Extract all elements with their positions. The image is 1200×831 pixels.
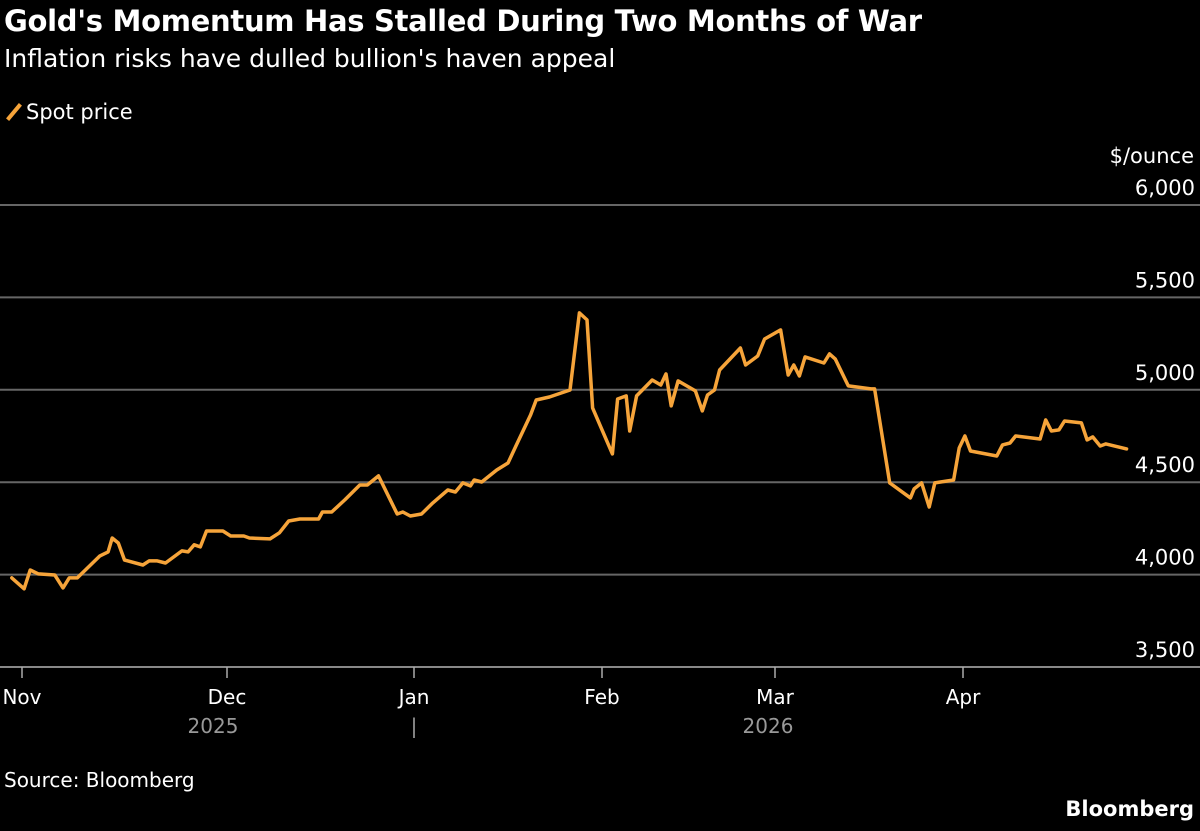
y-tick-label: 5,000: [1135, 361, 1195, 385]
y-tick-label: 4,500: [1135, 453, 1195, 477]
year-label: |: [411, 714, 418, 738]
y-tick-label: 6,000: [1135, 176, 1195, 200]
x-tick-label: Dec: [208, 685, 247, 709]
x-tick-label: Apr: [946, 685, 981, 709]
y-axis-unit: $/ounce: [1109, 144, 1194, 168]
y-tick-label: 3,500: [1135, 638, 1195, 662]
legend: Spot price: [4, 100, 133, 124]
x-tick-label: Jan: [397, 685, 430, 709]
series-line-spot-price: [10, 311, 1129, 591]
year-label: 2025: [188, 714, 239, 738]
chart-title: Gold's Momentum Has Stalled During Two M…: [4, 4, 922, 38]
brand-logo: Bloomberg: [1065, 797, 1194, 821]
y-tick-label: 5,500: [1135, 268, 1195, 292]
year-label: 2026: [743, 714, 794, 738]
x-tick-label: Nov: [2, 685, 41, 709]
y-tick-label: 4,000: [1135, 546, 1195, 570]
chart-subtitle: Inflation risks have dulled bullion's ha…: [4, 44, 616, 73]
x-tick-label: Mar: [756, 685, 795, 709]
x-tick-label: Feb: [584, 685, 619, 709]
legend-label: Spot price: [26, 100, 133, 124]
source-note: Source: Bloomberg: [4, 768, 195, 792]
